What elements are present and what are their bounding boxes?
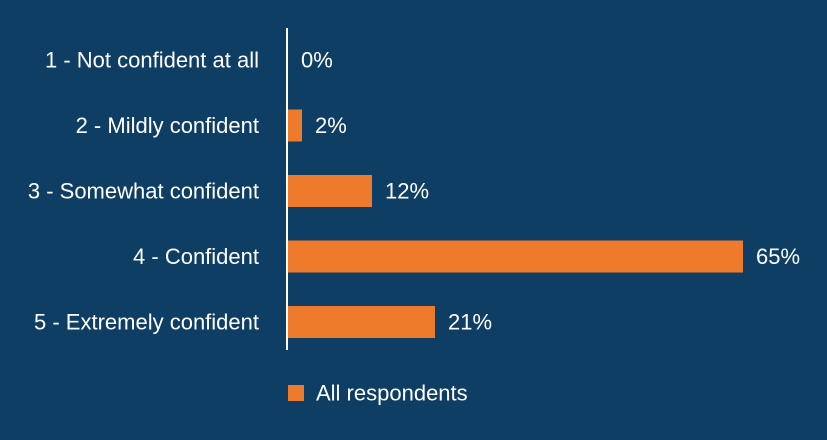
bar	[288, 175, 372, 207]
legend: All respondents	[288, 381, 468, 406]
value-label: 0%	[301, 48, 333, 73]
category-label: 3 - Somewhat confident	[28, 179, 259, 204]
bar	[288, 109, 302, 142]
category-label: 5 - Extremely confident	[34, 310, 259, 335]
value-label: 65%	[756, 244, 800, 269]
bar	[288, 240, 743, 273]
category-label: 1 - Not confident at all	[45, 48, 259, 73]
value-labels: 0% 2% 12% 65% 21%	[301, 48, 800, 335]
bars	[288, 109, 743, 338]
value-label: 12%	[385, 179, 429, 204]
legend-swatch	[288, 385, 304, 401]
value-label: 21%	[448, 310, 492, 335]
value-label: 2%	[315, 113, 347, 138]
legend-label: All respondents	[316, 381, 468, 406]
category-label: 4 - Confident	[133, 244, 259, 269]
category-labels: 1 - Not confident at all 2 - Mildly confi…	[28, 48, 259, 335]
category-label: 2 - Mildly confident	[76, 113, 259, 138]
bar	[288, 306, 435, 338]
